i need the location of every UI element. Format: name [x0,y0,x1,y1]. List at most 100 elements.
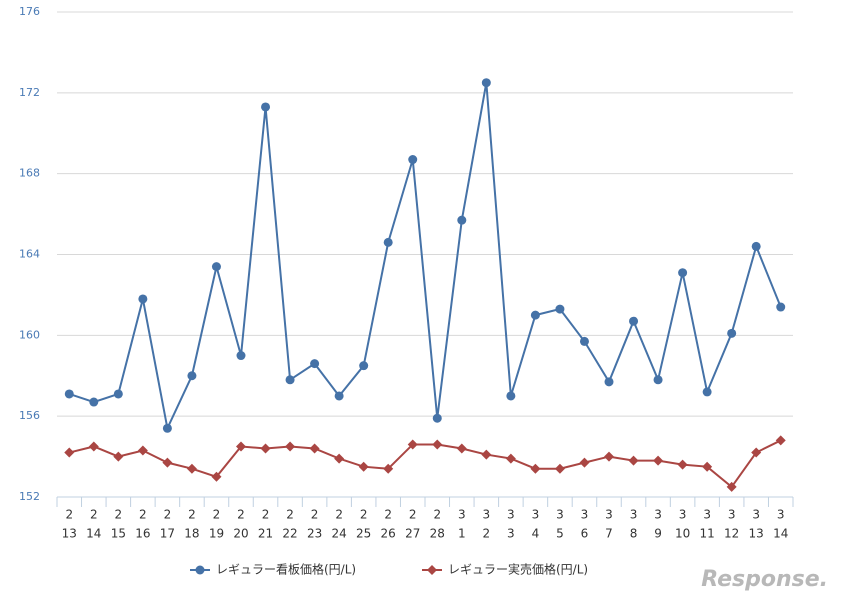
point [383,463,394,474]
x-tick-label: 12 [724,527,739,541]
x-tick-label: 17 [160,527,175,541]
x-tick-label: 25 [356,527,371,541]
x-tick-label: 23 [307,527,322,541]
x-tick-label: 8 [630,527,638,541]
x-tick-label: 3 [654,508,662,522]
x-tick-label: 4 [532,527,540,541]
legend-marker [427,565,437,575]
point [162,423,172,433]
x-tick-label: 27 [405,527,420,541]
x-tick-label: 3 [532,508,540,522]
x-tick-label: 3 [777,508,785,522]
legend-label: レギュラー実売価格(円/L) [448,562,588,577]
y-tick-label: 168 [19,167,40,180]
point [506,391,516,401]
point [236,351,246,361]
x-tick-label: 2 [115,508,123,522]
x-tick-label: 3 [581,508,589,522]
x-tick-label: 2 [384,508,392,522]
point [358,461,369,472]
point [604,377,614,387]
y-tick-label: 172 [19,86,40,99]
point [456,443,467,454]
point [457,215,467,225]
y-tick-label: 156 [19,409,40,422]
point [261,102,271,112]
x-tick-label: 19 [209,527,224,541]
x-tick-label: 3 [483,508,491,522]
point [89,397,99,407]
x-tick-label: 21 [258,527,273,541]
point [751,241,761,251]
point [383,237,393,247]
point [530,463,541,474]
x-tick-label: 6 [581,527,589,541]
point [677,459,688,470]
point [776,302,786,312]
x-tick-label: 28 [430,527,445,541]
point [285,375,295,385]
x-tick-label: 3 [752,508,760,522]
x-tick-label: 2 [360,508,368,522]
x-tick-label: 24 [331,527,346,541]
x-tick-label: 3 [458,508,466,522]
series-line [68,82,782,432]
y-tick-label: 152 [19,490,40,503]
x-tick-label: 3 [507,527,515,541]
point [186,463,197,474]
x-tick-label: 3 [679,508,687,522]
legend-marker [195,565,205,575]
point [334,453,345,464]
x-tick-label: 10 [675,527,690,541]
x-tick-label: 18 [184,527,199,541]
x-tick-label: 14 [773,527,788,541]
x-tick-label: 2 [483,527,491,541]
y-tick-label: 160 [19,328,40,341]
point [554,463,565,474]
x-tick-label: 2 [286,508,294,522]
point [64,389,74,399]
x-tick-label: 5 [556,527,564,541]
point [432,439,443,450]
point [628,455,639,466]
point [407,439,418,450]
point [137,445,148,456]
point [432,413,442,423]
point [211,262,221,272]
point [162,457,173,468]
x-tick-label: 20 [233,527,248,541]
x-tick-label: 2 [164,508,172,522]
x-tick-label: 2 [237,508,245,522]
x-tick-label: 3 [605,508,613,522]
point [629,316,639,326]
x-tick-label: 2 [262,508,270,522]
x-tick-label: 15 [111,527,126,541]
point [310,359,320,369]
point [187,371,197,381]
point [653,455,664,466]
x-tick-label: 14 [86,527,101,541]
x-tick-label: 3 [556,508,564,522]
point [88,441,99,452]
x-tick-label: 7 [605,527,613,541]
x-tick-label: 3 [507,508,515,522]
x-tick-label: 16 [135,527,150,541]
watermark: Response. [701,567,828,592]
point [702,461,713,472]
point [113,451,124,462]
x-tick-label: 2 [311,508,319,522]
y-tick-label: 176 [19,5,40,18]
point [530,310,540,320]
point [653,375,663,385]
x-tick-label: 2 [409,508,417,522]
point [726,481,737,492]
point [481,78,491,88]
x-tick-label: 2 [90,508,98,522]
x-tick-label: 22 [282,527,297,541]
x-tick-label: 2 [335,508,343,522]
point [702,387,712,397]
point [604,451,614,462]
point [285,441,296,452]
x-tick-label: 3 [728,508,736,522]
x-tick-label: 2 [139,508,147,522]
